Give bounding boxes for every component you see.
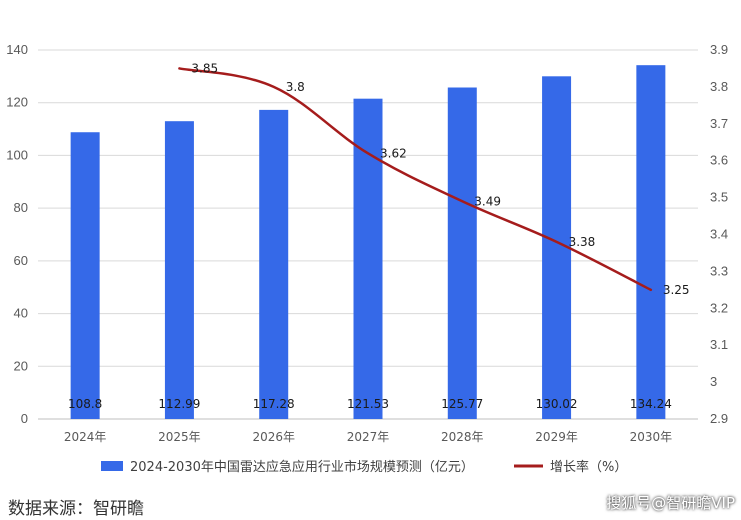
x-tick-label: 2026年 [252,430,295,444]
y-left-tick-label: 80 [14,200,28,215]
bar-data-label: 134.24 [630,397,672,411]
y-left-tick-label: 60 [14,253,28,268]
legend-bar-label: 2024-2030年中国雷达应急应用行业市场规模预测（亿元） [130,459,474,475]
bar [636,65,666,420]
y-left-tick-label: 0 [21,411,28,426]
y-right-tick-label: 3 [710,374,717,389]
y-left-tick-label: 100 [6,147,28,162]
line-data-label: 3.85 [191,61,218,75]
bar-data-label: 112.99 [158,397,200,411]
line-data-label: 3.62 [380,146,407,160]
bar-data-label: 125.77 [441,397,483,411]
x-tick-label: 2027年 [347,430,390,444]
y-right-tick-label: 3.8 [710,79,728,94]
line-data-label: 3.49 [474,194,501,208]
x-tick-label: 2028年 [441,430,484,444]
bar [259,109,289,420]
y-left-tick-label: 20 [14,358,28,373]
x-tick-label: 2024年 [64,430,107,444]
y-right-tick-label: 3.4 [710,227,728,242]
y-right-tick-label: 3.3 [710,263,728,278]
y-right-tick-label: 3.1 [710,337,728,352]
bar-data-label: 130.02 [536,397,578,411]
y-right-tick-label: 3.7 [710,116,728,131]
y-left-tick-label: 40 [14,306,28,321]
bar [447,87,477,419]
y-right-tick-label: 3.2 [710,300,728,315]
x-tick-label: 2029年 [535,430,578,444]
y-right-tick-label: 2.9 [710,411,728,426]
y-left-tick-label: 120 [6,95,28,110]
chart: 0 20 40 60 80 100 120 140 2.9 3 3.1 3.2 3.3 3.4 3.5 3.6… [6,42,728,475]
bar-data-label: 108.8 [68,397,102,411]
line-data-label: 3.25 [663,283,690,297]
bar-data-label: 121.53 [347,397,389,411]
x-tick-label: 2025年 [158,430,201,444]
line-data-label: 3.38 [569,235,596,249]
growth-rate-line [178,67,653,292]
y-right-tick-label: 3.6 [710,153,728,168]
x-tick-label: 2030年 [630,430,673,444]
watermark: 搜狐号@智研瞻VIP [606,494,735,512]
legend-bar-swatch [101,461,123,471]
y-right-tick-label: 3.5 [710,190,728,205]
line-data-label: 3.8 [286,80,305,94]
y-left-tick-label: 140 [6,42,28,57]
legend-line-label: 增长率（%） [550,459,627,475]
bar-data-label: 117.28 [253,397,295,411]
y-right-tick-label: 3.9 [710,42,728,57]
source-note: 数据来源：智研瞻 [8,499,144,519]
bar [70,132,100,419]
bar [164,121,194,419]
